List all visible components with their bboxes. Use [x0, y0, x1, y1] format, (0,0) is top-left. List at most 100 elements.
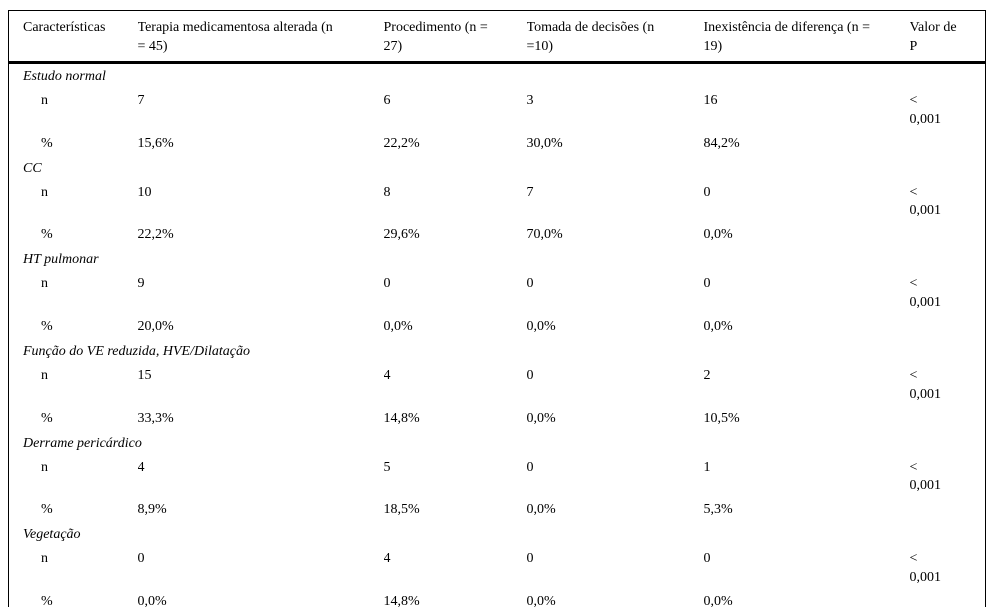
- pct-value: 10,5%: [703, 410, 740, 426]
- n-value: 3: [526, 92, 534, 108]
- p-empty-cell: [910, 221, 986, 247]
- pct-row: % 0,0% 14,8% 0,0% 0,0%: [9, 588, 986, 607]
- p-empty-cell: [910, 130, 986, 156]
- pct-value: 22,2%: [383, 135, 420, 151]
- pct-value: 84,2%: [703, 135, 740, 151]
- group-name: CC: [23, 160, 42, 176]
- p-value-cell: < 0,001: [910, 270, 986, 313]
- table-body: Estudo normal n 7 6 3 16 < 0,001% 15,6% 22,2% 30,…: [9, 63, 986, 607]
- group-row: HT pulmonar: [9, 247, 986, 270]
- row-label-n: n: [41, 276, 48, 292]
- group-row: Função do VE reduzida, HVE/Dilatação: [9, 339, 986, 362]
- pct-value: 70,0%: [526, 227, 563, 243]
- row-label-pct: %: [41, 502, 53, 518]
- group-row: Vegetação: [9, 522, 986, 545]
- pct-row: % 15,6% 22,2% 30,0% 84,2%: [9, 130, 986, 156]
- p-empty-cell: [910, 313, 986, 339]
- n-value: 0: [526, 551, 534, 567]
- n-value: 0: [703, 184, 711, 200]
- group-name: Derrame pericárdico: [23, 435, 142, 451]
- n-row: n 9 0 0 0 < 0,001: [9, 270, 986, 313]
- col-header-terapia-medicamentosa: Terapia medicamentosa alterada (n = 45): [137, 10, 384, 64]
- n-row: n 7 6 3 16 < 0,001: [9, 87, 986, 130]
- n-value: 0: [526, 367, 534, 383]
- n-row: n 4 5 0 1 < 0,001: [9, 454, 986, 497]
- pct-value: 8,9%: [137, 502, 167, 518]
- n-value: 0: [137, 551, 145, 567]
- n-value: 4: [137, 459, 145, 475]
- n-value: 8: [383, 184, 391, 200]
- pct-value: 14,8%: [383, 410, 420, 426]
- group-name: Estudo normal: [23, 69, 106, 84]
- row-label-n: n: [41, 92, 48, 108]
- group-name: Função do VE reduzida, HVE/Dilatação: [23, 344, 250, 360]
- n-value: 7: [526, 184, 534, 200]
- row-label-pct: %: [41, 319, 53, 335]
- pct-value: 14,8%: [383, 594, 420, 607]
- col-header-inexistencia-de-diferenca: Inexistência de diferença (n = 19): [703, 10, 910, 64]
- p-value-cell: < 0,001: [910, 454, 986, 497]
- pct-row: % 33,3% 14,8% 0,0% 10,5%: [9, 405, 986, 431]
- pct-row: % 20,0% 0,0% 0,0% 0,0%: [9, 313, 986, 339]
- col-header-valor-de-p-text: Valor de P: [909, 20, 957, 54]
- group-row: CC: [9, 156, 986, 179]
- n-value: 0: [526, 276, 534, 292]
- pct-value: 30,0%: [526, 135, 563, 151]
- header-row: Características Terapia medicamentosa al…: [8, 10, 986, 64]
- pct-value: 33,3%: [137, 410, 174, 426]
- n-value: 10: [137, 184, 152, 200]
- n-value: 0: [526, 459, 534, 475]
- p-value-cell: < 0,001: [910, 545, 986, 588]
- n-value: 4: [383, 551, 391, 567]
- pct-row: % 22,2% 29,6% 70,0% 0,0%: [9, 221, 986, 247]
- n-value: 4: [383, 367, 391, 383]
- p-value-cell: < 0,001: [910, 179, 986, 222]
- p-value: < 0,001: [909, 276, 942, 311]
- pct-value: 15,6%: [137, 135, 174, 151]
- pct-value: 0,0%: [383, 319, 413, 335]
- results-table: Características Terapia medicamentosa al…: [8, 10, 986, 607]
- pct-value: 0,0%: [703, 594, 733, 607]
- n-value: 6: [383, 92, 391, 108]
- n-value: 0: [383, 276, 391, 292]
- n-value: 1: [703, 459, 711, 475]
- n-row: n 0 4 0 0 < 0,001: [9, 545, 986, 588]
- col-header-valor-de-p: Valor de P: [909, 10, 986, 64]
- pct-value: 18,5%: [383, 502, 420, 518]
- p-value: < 0,001: [909, 184, 942, 219]
- p-value: < 0,001: [909, 367, 942, 402]
- row-label-n: n: [41, 459, 48, 475]
- p-empty-cell: [910, 405, 986, 431]
- n-value: 15: [137, 367, 152, 383]
- p-value: < 0,001: [909, 551, 942, 586]
- row-label-n: n: [41, 184, 48, 200]
- p-empty-cell: [910, 588, 986, 607]
- col-header-caracteristicas: Características: [8, 10, 138, 64]
- row-label-pct: %: [41, 135, 53, 151]
- pct-value: 0,0%: [526, 594, 556, 607]
- p-empty-cell: [910, 496, 986, 522]
- p-value-cell: < 0,001: [910, 87, 986, 130]
- n-row: n 15 4 0 2 < 0,001: [9, 362, 986, 405]
- col-header-procedimento: Procedimento (n = 27): [383, 10, 527, 64]
- n-value: 0: [703, 276, 711, 292]
- pct-value: 29,6%: [383, 227, 420, 243]
- pct-value: 20,0%: [137, 319, 174, 335]
- row-label-n: n: [41, 551, 48, 567]
- row-label-pct: %: [41, 594, 53, 607]
- pct-value: 0,0%: [703, 227, 733, 243]
- pct-value: 0,0%: [526, 502, 556, 518]
- n-value: 0: [703, 551, 711, 567]
- pct-value: 0,0%: [137, 594, 167, 607]
- col-header-tomada-de-decisoes: Tomada de decisões (n =10): [526, 10, 704, 64]
- group-name: HT pulmonar: [23, 252, 99, 268]
- group-row: Derrame pericárdico: [9, 431, 986, 454]
- group-name: Vegetação: [23, 527, 81, 543]
- n-value: 7: [137, 92, 145, 108]
- n-row: n 10 8 7 0 < 0,001: [9, 179, 986, 222]
- pct-value: 0,0%: [526, 410, 556, 426]
- p-value: < 0,001: [909, 459, 942, 494]
- pct-value: 22,2%: [137, 227, 174, 243]
- n-value: 9: [137, 276, 145, 292]
